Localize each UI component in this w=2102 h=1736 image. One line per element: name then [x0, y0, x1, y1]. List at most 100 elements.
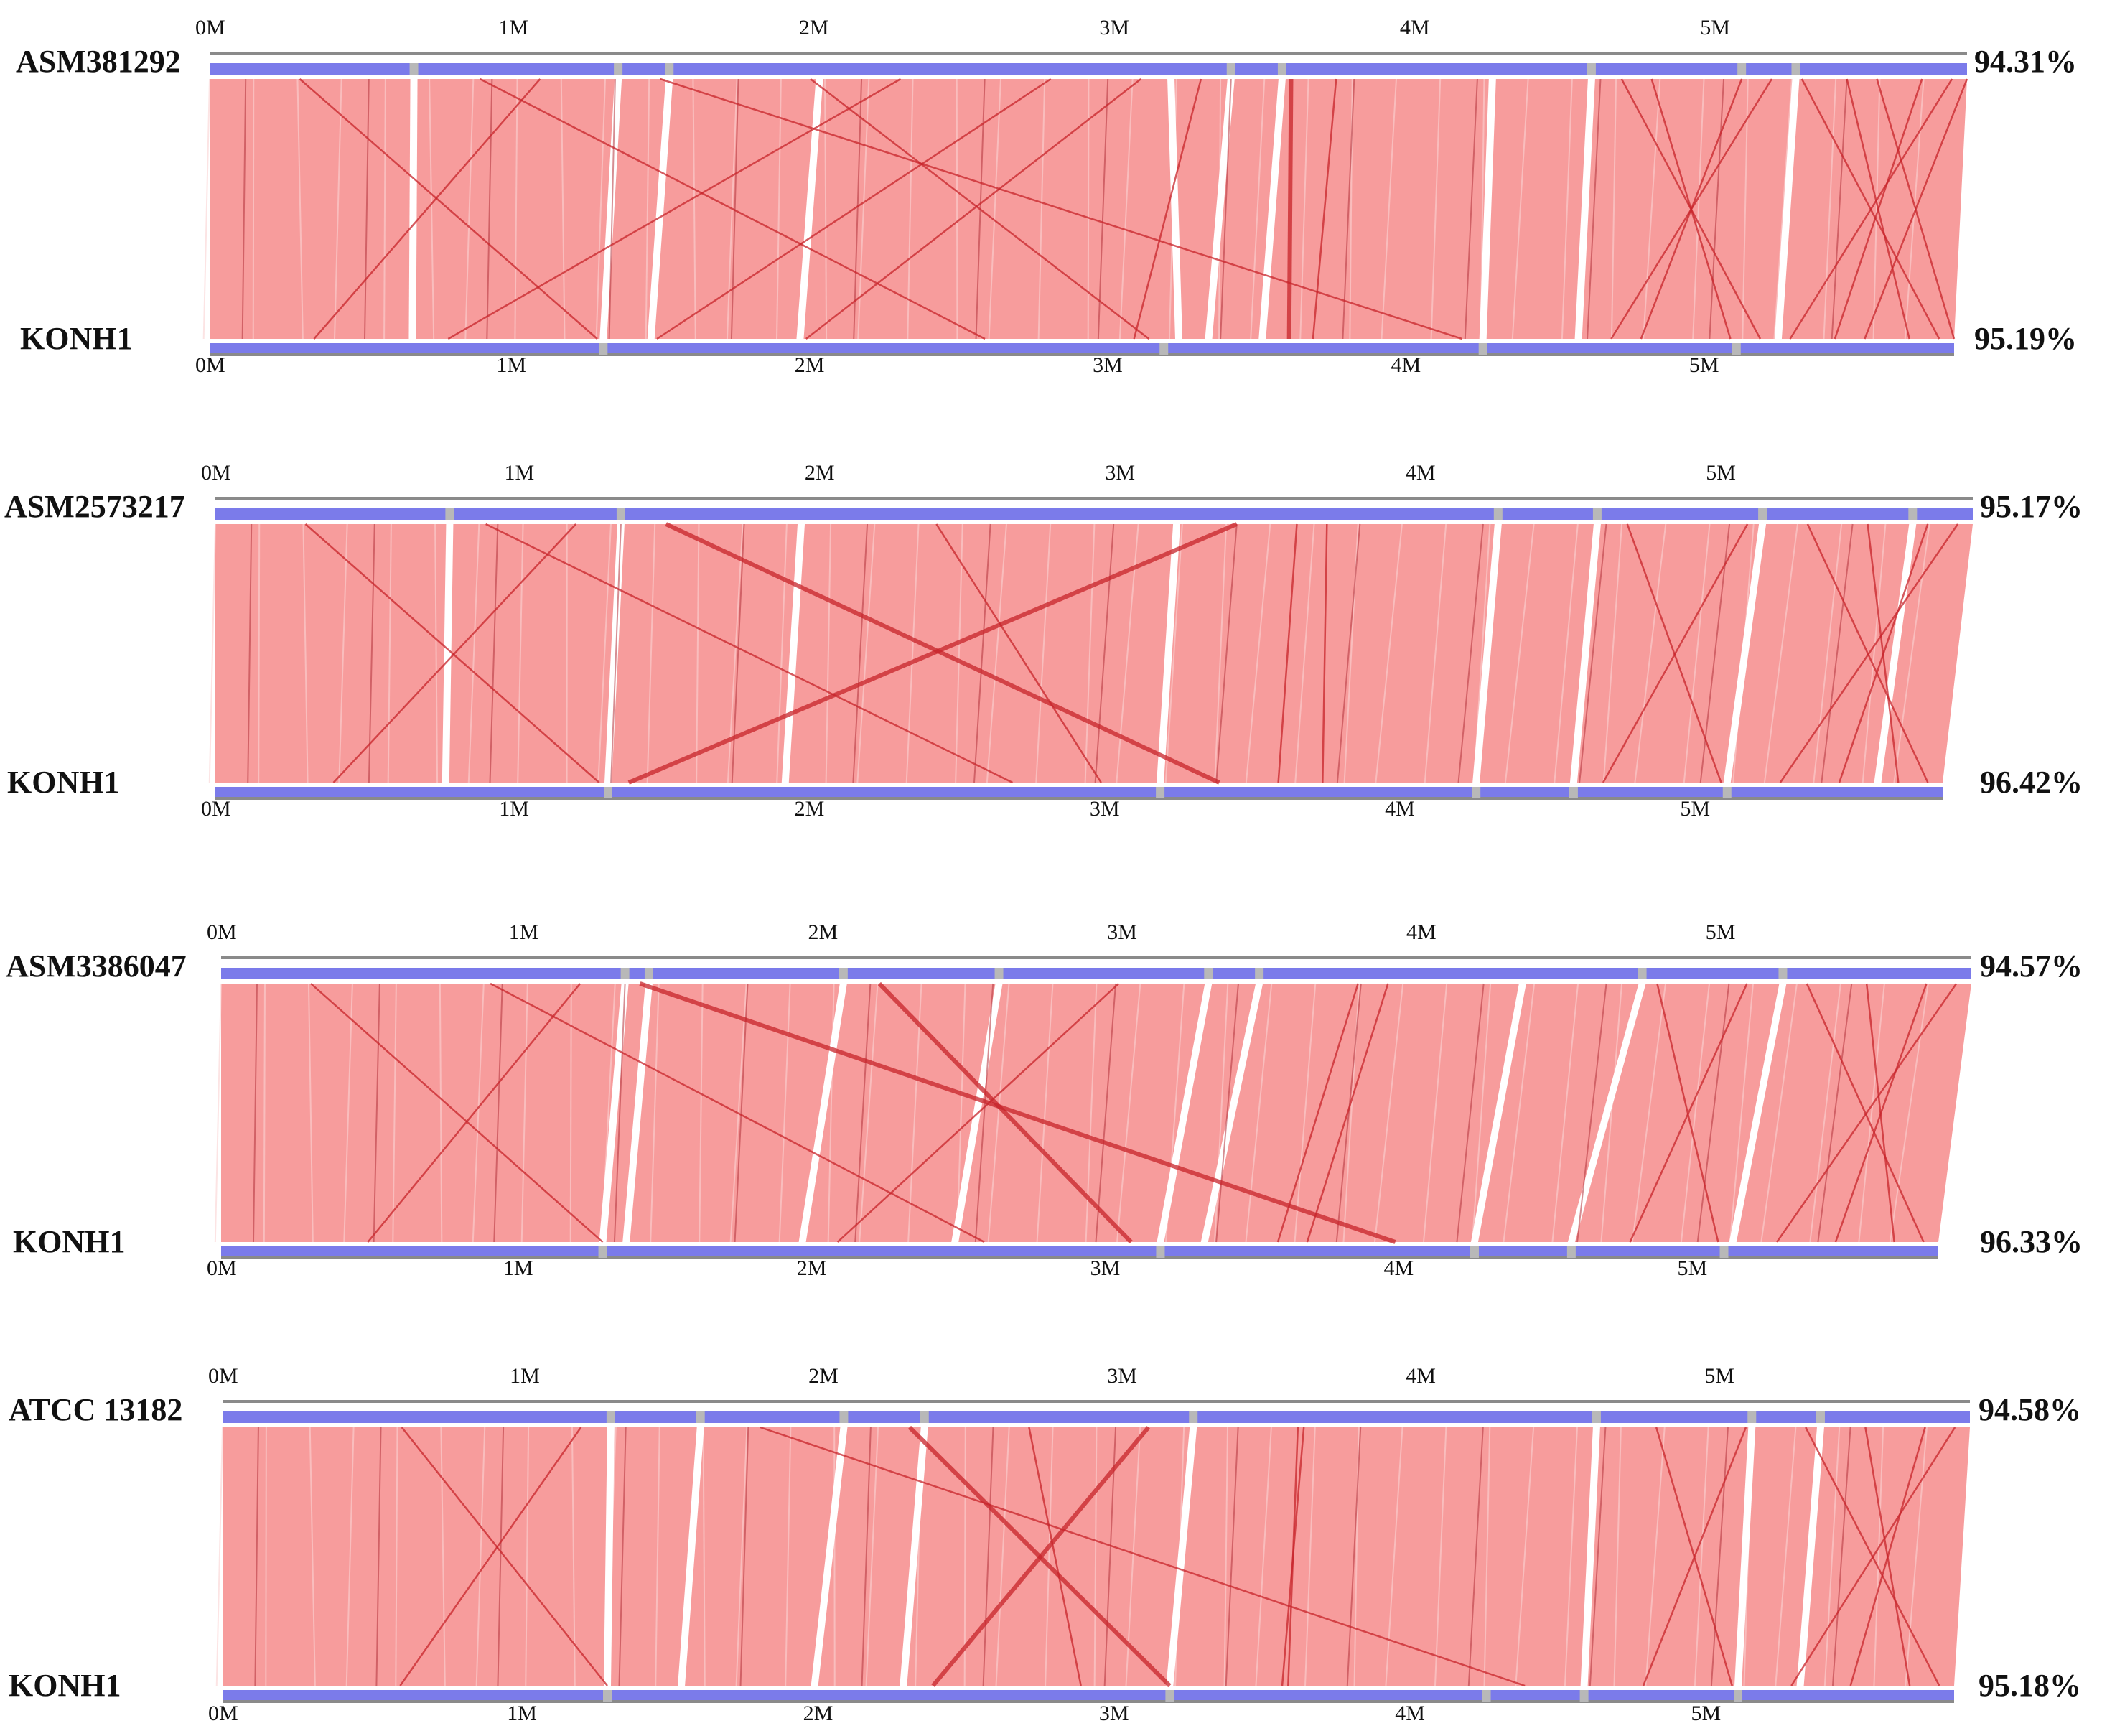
alignment-gap — [1157, 524, 1181, 783]
faint-link — [1250, 78, 1266, 340]
reference-gap-marker — [1579, 1690, 1589, 1702]
crossing-link — [656, 78, 1052, 340]
faint-link — [1381, 78, 1397, 340]
faint-link — [520, 983, 528, 1243]
faint-link — [655, 1427, 660, 1686]
alignment-gap — [604, 524, 625, 783]
faint-link — [309, 1427, 316, 1686]
faint-link — [1255, 1427, 1272, 1686]
reference-genome-name: KONH1 — [9, 1668, 121, 1703]
reference-tick-label: 5M — [1677, 1256, 1707, 1280]
faint-link — [1564, 1427, 1578, 1686]
alignment-gap — [1796, 1427, 1824, 1686]
faint-link — [1424, 523, 1447, 783]
faint-link — [1245, 523, 1271, 783]
query-tick-label: 3M — [1099, 16, 1129, 39]
crossing-link — [1602, 523, 1749, 783]
synteny-block — [221, 984, 1971, 1242]
reference-gap-marker — [1566, 1246, 1576, 1258]
crossing-link — [1790, 1427, 1956, 1686]
reference-tick-label: 2M — [795, 353, 825, 377]
faint-link — [1763, 523, 1798, 783]
alignment-gap — [781, 524, 805, 783]
faint-link — [1373, 983, 1404, 1243]
link-line — [1710, 1427, 1729, 1686]
link-line — [1456, 983, 1485, 1243]
reference-gap-marker — [1472, 787, 1481, 798]
crossing-link — [1849, 1427, 1926, 1686]
query-gap-marker — [1255, 968, 1264, 979]
faint-link — [296, 78, 304, 340]
faint-link — [1904, 78, 1925, 340]
faint-link — [1045, 1427, 1054, 1686]
faint-link — [645, 78, 650, 340]
faint-link — [1645, 1427, 1666, 1686]
alignment-gap — [678, 1427, 704, 1686]
faint-link — [1600, 983, 1623, 1243]
link-line — [974, 983, 994, 1243]
faint-link — [1893, 523, 1930, 783]
alignment-gap — [604, 1427, 615, 1686]
query-genome-bar — [221, 968, 1971, 979]
faint-link — [776, 78, 782, 340]
query-tick-label: 5M — [1704, 1364, 1734, 1388]
link-line — [489, 523, 499, 783]
link-line — [1094, 523, 1115, 783]
faint-link — [1036, 983, 1054, 1243]
reference-tick-label: 3M — [1090, 1256, 1121, 1280]
faint-link — [1729, 983, 1754, 1243]
reference-genome-name: KONH1 — [20, 321, 132, 356]
synteny-panel: 0M 0M 1M 1M 2M 2M 3M 3M 4M 4M 5M 5M ATCC 13182 KONH1 9… — [9, 1364, 2081, 1725]
query-gap-marker — [1226, 63, 1235, 75]
faint-link — [1294, 523, 1315, 783]
link-line — [1336, 523, 1361, 783]
faint-link — [778, 983, 791, 1243]
crossing-link — [367, 983, 581, 1243]
faint-link — [825, 523, 832, 783]
faint-link — [1643, 78, 1661, 340]
reference-gap-marker — [599, 343, 608, 355]
link-line — [1696, 983, 1730, 1243]
faint-link — [1116, 983, 1141, 1243]
crossing-link — [1322, 523, 1328, 783]
reference-tick-label: 5M — [1691, 1702, 1722, 1725]
faint-link — [517, 523, 524, 783]
query-genome-name: ASM381292 — [16, 44, 181, 79]
faint-link — [1504, 523, 1535, 783]
reference-gap-marker — [1165, 1690, 1174, 1702]
reference-tick-label: 4M — [1395, 1702, 1425, 1725]
faint-link — [1561, 78, 1573, 340]
reference-gap-marker — [1156, 787, 1165, 798]
reference-tick-label: 4M — [1384, 1256, 1414, 1280]
alignment-gap — [647, 79, 673, 339]
link-line — [1467, 1427, 1484, 1686]
query-gap-marker — [606, 1411, 615, 1423]
alignment-gap — [599, 79, 622, 339]
query-tick-label: 1M — [498, 16, 528, 39]
reference-tick-label: 1M — [499, 797, 529, 821]
faint-link — [1471, 983, 1492, 1243]
faint-link — [395, 1427, 398, 1686]
synteny-block — [215, 524, 1973, 783]
crossing-link — [1626, 523, 1722, 783]
faint-link — [905, 523, 920, 783]
faint-link — [560, 78, 566, 340]
link-line — [1220, 78, 1232, 340]
query-identity-percent: 94.58% — [1979, 1392, 2081, 1427]
reference-tick-label: 5M — [1689, 353, 1719, 377]
link-line — [1457, 523, 1484, 783]
crossing-link — [1779, 523, 1959, 783]
query-gap-marker — [445, 508, 454, 520]
faint-link — [1118, 78, 1134, 340]
faint-link — [702, 1427, 706, 1686]
link-line — [613, 983, 626, 1243]
query-gap-marker — [839, 1411, 849, 1423]
crossing-link — [805, 78, 1141, 340]
faint-link — [1084, 523, 1096, 783]
faint-link — [646, 523, 656, 783]
query-tick-label: 0M — [195, 16, 225, 39]
faint-link — [986, 523, 1007, 783]
crossing-link — [401, 1427, 608, 1686]
crossing-link — [931, 1426, 1151, 1687]
query-gap-marker — [1758, 508, 1767, 520]
